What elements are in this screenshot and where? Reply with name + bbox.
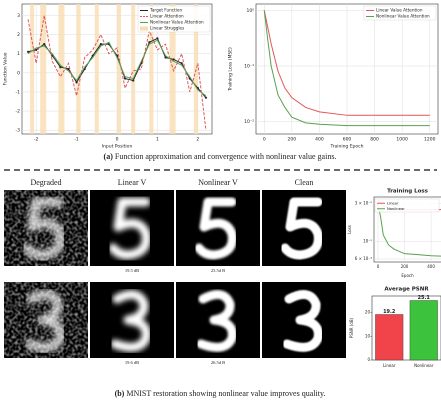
column-header: Linear V (118, 178, 147, 187)
column-header: Nonlinear V (198, 178, 238, 187)
digit-image (4, 282, 88, 358)
column-header: Degraded (30, 178, 61, 187)
column-header: Clean (295, 178, 314, 187)
digit-image (176, 190, 260, 266)
y-axis-label: Function Value (3, 52, 9, 85)
data-point (75, 81, 77, 83)
y-tick-label: -3 (16, 128, 21, 134)
x-tick-label: 200 (401, 264, 409, 269)
legend-box (375, 199, 439, 212)
caption-text: Function approximation and convergence w… (115, 152, 337, 161)
x-tick-label: -1 (74, 137, 79, 143)
y-tick-label: -2 (16, 109, 21, 115)
caption-text: MNIST restoration showing nonlinear valu… (126, 389, 325, 398)
y-tick-label: 10 (365, 333, 371, 338)
x-axis-label: Training Epoch (330, 144, 364, 150)
psnr-label: 25.5d B (211, 268, 225, 273)
y-axis-label: Training Loss (MSE) (228, 47, 234, 92)
x-tick-label: 400 (427, 264, 435, 269)
chart-title: Average PSNR (384, 287, 429, 293)
bar (375, 314, 403, 360)
x-tick-label: 2 (196, 137, 199, 143)
struggle-region (131, 4, 135, 134)
y-tick-label: 10⁰ (246, 8, 254, 14)
caption: (a) Function approximation and convergen… (104, 152, 337, 161)
data-point (100, 43, 102, 45)
y-tick-label: 6 × 10⁻³ (355, 256, 373, 261)
y-tick-label: 3 × 10⁻² (355, 200, 373, 205)
x-tick-label: Linear (383, 363, 396, 368)
y-axis-label: PSNR (dB) (349, 317, 354, 338)
bar-value-label: 19.2 (383, 309, 396, 315)
caption-label: (b) (115, 389, 125, 398)
figure: (a) Function approximation and convergen… (0, 0, 441, 404)
y-tick-label: 2 (17, 32, 20, 38)
digit-image (176, 282, 260, 358)
legend-label: Linear Struggles (150, 26, 184, 31)
x-tick-label: 0 (377, 264, 380, 269)
data-point (43, 43, 45, 45)
y-tick-label: 10⁻² (363, 238, 372, 243)
digit-grid (4, 190, 346, 358)
y-axis-label: Loss (347, 225, 352, 234)
struggle-region (95, 4, 99, 134)
y-tick-label: 20 (365, 310, 371, 315)
data-point (124, 77, 126, 79)
x-tick-label: 600 (343, 137, 352, 143)
digit-image (262, 282, 346, 358)
x-tick-label: 1 (156, 137, 159, 143)
bar-value-label: 25.1 (418, 295, 431, 301)
x-tick-label: Nonlinear (414, 363, 434, 368)
x-tick-label: -2 (34, 137, 39, 143)
digit-image (262, 190, 346, 266)
legend-label: Linear (387, 201, 399, 205)
x-tick-label: 1000 (396, 137, 408, 143)
psnr-label: 19.6 dB (125, 360, 139, 365)
caption-label: (a) (104, 152, 114, 161)
x-tick-label: 0 (116, 137, 119, 143)
x-tick-label: 0 (263, 137, 266, 143)
psnr-label: 19.5 dB (125, 268, 139, 273)
digit-image (4, 190, 88, 266)
y-tick-label: 0 (17, 70, 20, 76)
x-tick-label: 800 (370, 137, 379, 143)
y-tick-label: 10⁻¹ (244, 63, 254, 69)
bar (410, 301, 438, 360)
data-point (132, 79, 134, 81)
x-tick-label: 400 (315, 137, 324, 143)
digit-image (90, 190, 174, 266)
legend-label: Nonlinear Value Attention (376, 14, 430, 19)
y-tick-label: 10⁻² (244, 119, 254, 125)
y-tick-label: 0 (367, 357, 370, 362)
x-axis-label: Input Position (102, 144, 133, 150)
caption: (b) MNIST restoration showing nonlinear … (115, 389, 326, 398)
x-tick-label: 1200 (424, 137, 436, 143)
legend-swatch (140, 27, 148, 31)
data-point (181, 62, 183, 64)
data-point (205, 97, 207, 99)
legend-label: Nonlinear Value Attention (150, 20, 204, 25)
y-tick-label: -1 (16, 89, 21, 95)
struggle-region (58, 4, 64, 134)
data-point (148, 41, 150, 43)
chart-title: Training Loss (387, 189, 429, 195)
psnr-label: 26.5d B (211, 360, 225, 365)
x-tick-label: 200 (288, 137, 297, 143)
struggle-region (117, 4, 121, 134)
y-tick-label: 1 (17, 51, 20, 57)
legend-label: Nonlinear (387, 207, 405, 211)
y-tick-label: 3 (17, 13, 20, 19)
digit-image (90, 282, 174, 358)
struggle-region (77, 4, 81, 134)
legend-label: Linear Value Attention (376, 8, 423, 13)
data-point (156, 37, 158, 39)
struggle-region (30, 4, 34, 134)
legend-label: Linear Attention (150, 14, 184, 19)
x-axis-label: Epoch (401, 273, 414, 278)
legend-label: Target Function (149, 8, 182, 13)
